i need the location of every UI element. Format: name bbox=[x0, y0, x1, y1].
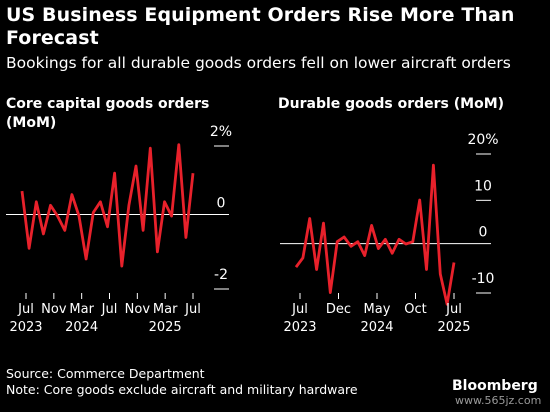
y-tick-label: -10 bbox=[472, 271, 495, 287]
bloomberg-logo: Bloomberg bbox=[452, 378, 538, 394]
series-line bbox=[20, 143, 195, 268]
right-chart-title: Durable goods orders (MoM) bbox=[278, 96, 505, 112]
left-chart-title: Core capital goods orders (MoM) bbox=[6, 96, 210, 131]
source-note: Source: Commerce Department bbox=[6, 366, 205, 381]
headline: US Business Equipment Orders Rise More T… bbox=[6, 4, 515, 49]
x-tick-label: Jul bbox=[17, 302, 34, 317]
y-tick-label: 20% bbox=[467, 132, 498, 148]
x-tick-label: Nov bbox=[125, 302, 151, 317]
x-year-label: 2025 bbox=[437, 320, 470, 335]
subtitle: Bookings for all durable goods orders fe… bbox=[6, 54, 511, 72]
x-tick-label: May bbox=[364, 302, 391, 317]
x-year-label: 2024 bbox=[360, 320, 393, 335]
x-tick-label: Mar bbox=[69, 302, 94, 317]
y-tick-label: -2 bbox=[214, 267, 228, 283]
x-tick-label: Jul bbox=[445, 302, 462, 317]
x-tick-label: Dec bbox=[326, 302, 351, 317]
x-tick-label: Mar bbox=[153, 302, 178, 317]
x-tick-label: Nov bbox=[41, 302, 67, 317]
x-year-label: 2024 bbox=[65, 320, 98, 335]
x-tick-label: Jul bbox=[291, 302, 308, 317]
x-year-label: 2025 bbox=[149, 320, 182, 335]
x-year-label: 2023 bbox=[283, 320, 316, 335]
x-tick-label: Jul bbox=[101, 302, 118, 317]
y-tick-label: 0 bbox=[479, 225, 488, 241]
series-line bbox=[294, 163, 456, 306]
x-tick-label: Jul bbox=[184, 302, 201, 317]
footnote: Note: Core goods exclude aircraft and mi… bbox=[6, 382, 358, 397]
watermark: www.565jz.com bbox=[455, 394, 542, 407]
y-tick-label: 2% bbox=[210, 124, 232, 140]
x-year-label: 2023 bbox=[9, 320, 42, 335]
y-tick-label: 0 bbox=[217, 196, 226, 212]
x-tick-label: Oct bbox=[404, 302, 426, 317]
y-tick-label: 10 bbox=[474, 178, 492, 194]
